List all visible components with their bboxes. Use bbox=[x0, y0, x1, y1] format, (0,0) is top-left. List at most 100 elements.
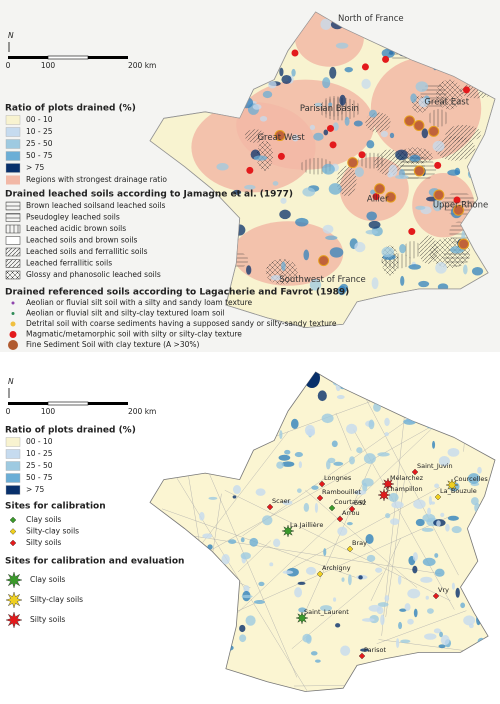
legend-label: Silty soils bbox=[26, 538, 61, 547]
site-marker bbox=[432, 592, 440, 600]
drainage-patch bbox=[253, 155, 268, 161]
legend-swatch bbox=[5, 127, 21, 137]
drainage-patch bbox=[415, 81, 429, 92]
drainage-patch bbox=[362, 482, 368, 493]
scale-label: 100 bbox=[41, 61, 56, 70]
soil-site bbox=[347, 157, 359, 169]
drainage-patch bbox=[371, 277, 379, 290]
drainage-patch bbox=[399, 608, 407, 612]
legend-label: 25 - 50 bbox=[26, 139, 53, 148]
drainage-patch bbox=[384, 595, 390, 602]
site-marker bbox=[358, 652, 366, 660]
site-marker bbox=[316, 494, 324, 502]
drainage-patch bbox=[297, 581, 306, 585]
legend-label: 10 - 25 bbox=[26, 449, 53, 458]
drainage-patch bbox=[232, 189, 242, 195]
drainage-patch bbox=[463, 264, 468, 275]
soil-site bbox=[458, 238, 470, 250]
soil-hatch bbox=[403, 241, 422, 259]
site-marker bbox=[377, 488, 391, 502]
soil-hatch bbox=[365, 112, 391, 133]
drainage-patch bbox=[313, 132, 324, 141]
drainage-patch bbox=[278, 454, 291, 461]
drainage-patch bbox=[317, 390, 327, 402]
drainage-patch bbox=[407, 618, 414, 625]
drainage-patch bbox=[438, 456, 450, 467]
soil-site bbox=[433, 189, 445, 201]
drainage-patch bbox=[249, 537, 259, 547]
site-label: Parisot bbox=[364, 646, 386, 654]
drainage-patch bbox=[412, 565, 418, 574]
legend-marker bbox=[9, 528, 17, 535]
drainage-patch bbox=[314, 502, 318, 513]
drainage-patch bbox=[380, 130, 388, 138]
soil-site bbox=[358, 151, 366, 159]
legend-swatch bbox=[5, 437, 21, 447]
soil-site bbox=[318, 255, 330, 267]
drainage-patch bbox=[454, 167, 461, 176]
drainage-patch bbox=[294, 587, 303, 598]
soil-site bbox=[453, 196, 461, 204]
drainage-patch bbox=[280, 197, 287, 204]
scale-bar bbox=[88, 56, 128, 59]
drainage-patch bbox=[375, 567, 383, 573]
drainage-patch bbox=[434, 483, 440, 489]
drainage-patch bbox=[366, 554, 376, 562]
drainage-patch bbox=[427, 608, 434, 614]
soil-hatch bbox=[435, 135, 476, 161]
map-layers bbox=[191, 12, 494, 297]
drainage-patch bbox=[262, 90, 273, 99]
legend-dot bbox=[10, 321, 16, 327]
drainage-patch bbox=[341, 577, 345, 582]
drainage-patch bbox=[321, 413, 334, 424]
soil-hatch bbox=[428, 109, 449, 127]
drainage-patch bbox=[305, 634, 312, 644]
drainage-patch bbox=[323, 129, 329, 136]
drainage-patch bbox=[311, 485, 319, 490]
drainage-patch bbox=[415, 205, 426, 210]
legend-title: Ratio of plots drained (%) bbox=[5, 104, 136, 114]
drainage-patch bbox=[295, 217, 309, 227]
drainage-patch bbox=[354, 167, 364, 178]
soil-site bbox=[413, 120, 425, 132]
site-label: Archigny bbox=[322, 564, 351, 572]
legend-marker bbox=[9, 539, 17, 547]
drainage-patch bbox=[323, 548, 327, 557]
drainage-patch bbox=[428, 495, 432, 506]
drainage-patch bbox=[433, 628, 442, 634]
drainage-patch bbox=[320, 605, 332, 612]
drainage-patch bbox=[389, 132, 395, 139]
legend-label: 00 - 10 bbox=[26, 437, 53, 446]
drainage-patch bbox=[241, 594, 253, 599]
drainage-patch bbox=[400, 639, 411, 644]
department-border bbox=[286, 487, 441, 572]
department-border bbox=[224, 490, 451, 601]
drainage-patch bbox=[255, 488, 266, 496]
department-border bbox=[162, 508, 356, 578]
legend-label: Aeolian or fluvial silt and silty-clay t… bbox=[26, 309, 225, 318]
legend-label: Silty-clay soils bbox=[26, 527, 79, 536]
site-label: Vry bbox=[438, 586, 449, 594]
soil-site bbox=[327, 124, 335, 132]
drainage-patch bbox=[410, 93, 417, 103]
site-marker bbox=[434, 493, 442, 501]
drainage-patch bbox=[315, 659, 321, 663]
drainage-patch bbox=[216, 162, 229, 171]
soil-site bbox=[246, 166, 254, 174]
site-marker bbox=[295, 611, 309, 625]
drainage-patch bbox=[207, 544, 213, 550]
soil-site bbox=[374, 183, 386, 195]
drainage-patch bbox=[333, 597, 337, 602]
legend-dot bbox=[9, 331, 17, 338]
soil-site bbox=[428, 125, 440, 137]
drainage-patch bbox=[245, 615, 256, 626]
site-label: Bray bbox=[352, 539, 367, 547]
drainage-patch bbox=[346, 423, 358, 435]
drainage-patch bbox=[361, 618, 375, 622]
drainage-patch bbox=[294, 452, 303, 458]
drainage-patch bbox=[447, 447, 460, 457]
legend-label: Magmatic/metamorphic soil with silty or … bbox=[26, 330, 242, 339]
legend-label: Fine Sediment Soil with clay texture (A … bbox=[26, 340, 200, 349]
drainage-patch bbox=[400, 275, 405, 286]
drainage-patch bbox=[399, 243, 406, 254]
